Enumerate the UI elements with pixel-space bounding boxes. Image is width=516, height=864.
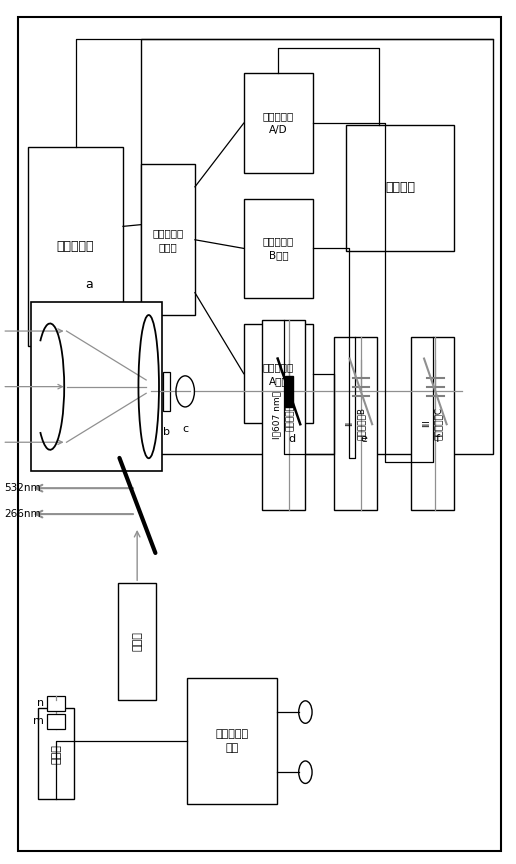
Text: b: b: [163, 427, 170, 437]
Text: e: e: [360, 434, 367, 443]
Bar: [118, 583, 156, 700]
Text: 光电倍增管
A门控: 光电倍增管 A门控: [263, 362, 294, 385]
Text: 配套电源: 配套电源: [385, 181, 415, 194]
Text: 主控计算机: 主控计算机: [57, 239, 94, 253]
Text: c: c: [182, 424, 188, 435]
Bar: [187, 678, 277, 804]
Bar: [141, 164, 195, 315]
Bar: [244, 199, 313, 298]
Bar: [411, 337, 455, 510]
Bar: [38, 708, 74, 799]
Bar: [285, 376, 293, 407]
Text: m: m: [33, 716, 44, 727]
Bar: [334, 337, 377, 510]
Text: 三通道光子
技术卡: 三通道光子 技术卡: [152, 228, 184, 251]
Text: 激光发射器
电源: 激光发射器 电源: [216, 729, 249, 753]
Text: 266nm: 266nm: [5, 509, 41, 519]
Bar: [163, 372, 170, 411]
Text: III
光电倍增管C: III 光电倍增管C: [422, 407, 443, 440]
Text: 扩束器: 扩束器: [132, 632, 142, 651]
Text: 光电倍增管
A/D: 光电倍增管 A/D: [263, 111, 294, 135]
Text: 532nm: 532nm: [5, 483, 41, 493]
Bar: [30, 302, 162, 471]
Text: II
光电倍增管B: II 光电倍增管B: [345, 407, 366, 440]
Bar: [47, 696, 66, 711]
Bar: [346, 125, 455, 251]
Bar: [244, 73, 313, 173]
Bar: [28, 147, 123, 346]
Bar: [244, 324, 313, 423]
Text: n: n: [37, 698, 44, 708]
Text: d: d: [288, 434, 295, 443]
Text: a: a: [86, 278, 93, 291]
Bar: [141, 39, 493, 454]
Bar: [47, 714, 66, 729]
Text: f: f: [436, 434, 440, 443]
Text: 激光器: 激光器: [51, 744, 61, 764]
Text: 光电倍增管
B门控: 光电倍增管 B门控: [263, 237, 294, 260]
Text: I（607 nm）
光电倍增管A: I（607 nm） 光电倍增管A: [273, 391, 294, 439]
Bar: [262, 320, 305, 510]
